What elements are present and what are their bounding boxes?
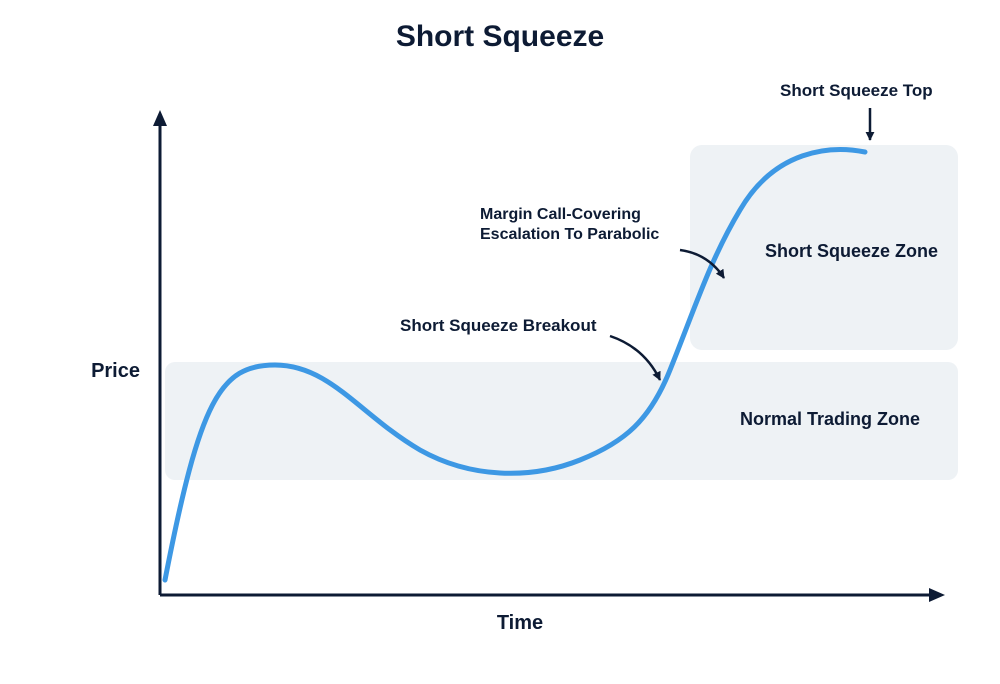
y-axis-arrowhead-icon [153,110,167,126]
short-squeeze-breakout-label: Short Squeeze Breakout [400,315,597,336]
short-squeeze-top-label: Short Squeeze Top [780,80,933,101]
short-squeeze-zone-label: Short Squeeze Zone [765,240,938,263]
chart-svg [0,0,1000,684]
normal-trading-zone-label: Normal Trading Zone [740,408,920,431]
x-axis-arrowhead-icon [929,588,945,602]
margin-call-label: Margin Call-Covering Escalation To Parab… [480,205,659,245]
